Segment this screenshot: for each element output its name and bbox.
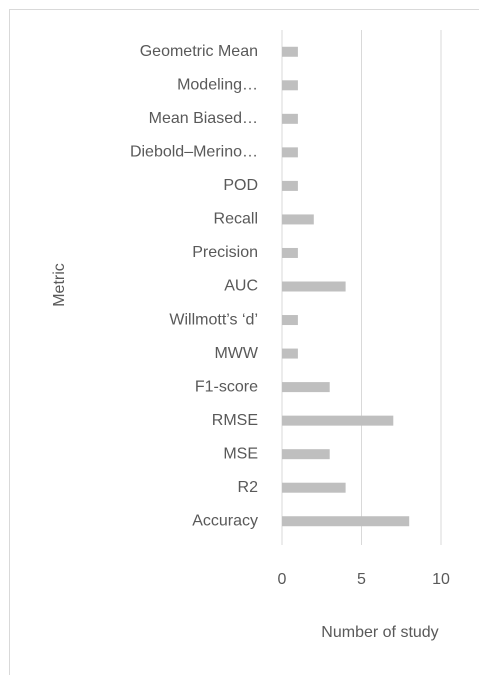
bar <box>282 247 298 258</box>
y-tick-label: MSE <box>223 445 258 462</box>
y-axis-label: Metric <box>51 263 68 307</box>
y-tick-label: Modeling… <box>177 77 258 94</box>
y-tick-label: MWW <box>214 345 258 362</box>
x-tick-label: 5 <box>357 571 366 588</box>
y-tick-label: POD <box>223 177 258 194</box>
y-tick-label: F1-score <box>195 378 258 395</box>
y-tick-label: RMSE <box>212 412 258 429</box>
y-tick-label: Mean Biased… <box>149 110 258 127</box>
y-tick-label: Diebold–Merino… <box>130 144 258 161</box>
y-tick-label: R2 <box>238 479 259 496</box>
bar <box>282 281 346 292</box>
y-tick-label: Willmott’s ‘d’ <box>169 311 258 328</box>
y-tick-label: Accuracy <box>192 512 258 529</box>
x-tick-label: 10 <box>432 571 450 588</box>
bar <box>282 214 314 225</box>
chart-border <box>9 9 479 675</box>
bar <box>282 382 330 393</box>
bar <box>282 180 298 191</box>
bar <box>282 482 346 493</box>
y-tick-label: Precision <box>192 244 258 261</box>
bar <box>282 113 298 124</box>
bar <box>282 449 330 460</box>
bar <box>282 147 298 158</box>
y-tick-label: AUC <box>224 278 258 295</box>
bar <box>282 315 298 326</box>
bar <box>282 415 394 426</box>
y-tick-label: Recall <box>214 211 258 228</box>
y-tick-label: Geometric Mean <box>140 43 258 60</box>
bar <box>282 46 298 57</box>
bar <box>282 516 410 527</box>
bar <box>282 80 298 91</box>
bar <box>282 348 298 359</box>
x-axis-label: Number of study <box>321 624 438 641</box>
x-tick-label: 0 <box>278 571 287 588</box>
